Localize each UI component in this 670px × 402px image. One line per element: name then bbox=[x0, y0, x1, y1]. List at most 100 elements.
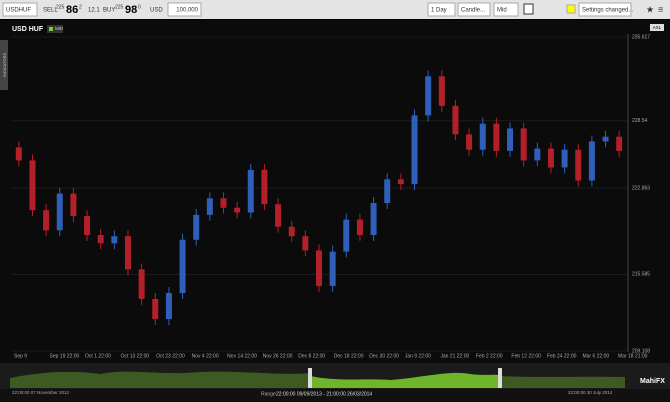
spread: 12.1 bbox=[88, 8, 100, 14]
navigator-area bbox=[10, 371, 310, 388]
x-tick-label: Jan 9 22:00 bbox=[405, 353, 431, 359]
y-tick-label: 228.54 bbox=[632, 118, 648, 124]
candle-body bbox=[70, 193, 77, 217]
x-tick-label: Jan 21 22:00 bbox=[440, 353, 469, 359]
toggle[interactable] bbox=[523, 3, 534, 15]
candle-body bbox=[193, 214, 200, 240]
candle-body bbox=[111, 236, 118, 244]
sell-pips[interactable]: 86 bbox=[66, 4, 78, 16]
candle-body bbox=[534, 148, 541, 161]
x-tick-label: Dec 30 22:00 bbox=[369, 353, 399, 359]
candle-body bbox=[152, 298, 159, 320]
currency: USD bbox=[150, 8, 163, 14]
range-handle[interactable] bbox=[308, 368, 312, 388]
x-tick-label: Mar 6 22:00 bbox=[582, 353, 609, 359]
candle-body bbox=[261, 169, 268, 205]
navigator-area bbox=[500, 376, 625, 388]
candle-body bbox=[220, 198, 227, 208]
sell-big: 225 bbox=[56, 4, 65, 10]
candle-body bbox=[234, 207, 241, 213]
x-tick-label: Feb 2 22:00 bbox=[476, 353, 503, 359]
x-tick-label: Dec 18 22:00 bbox=[334, 353, 364, 359]
x-tick-label: Sep 9 bbox=[14, 353, 27, 359]
menu-icon[interactable]: ≡ bbox=[658, 4, 663, 14]
candle-body bbox=[466, 134, 473, 150]
star-icon[interactable]: ★ bbox=[646, 4, 654, 14]
x-tick-label: Nov 4 22:00 bbox=[192, 353, 219, 359]
candle-body bbox=[452, 105, 459, 135]
candle-body bbox=[561, 149, 568, 168]
brand: MahiFX bbox=[640, 378, 665, 385]
candle-body bbox=[56, 193, 63, 231]
candle-body bbox=[124, 236, 131, 270]
nav-start: 22:00:00 07 November 2012 bbox=[12, 390, 70, 395]
x-tick-label: Mar 18 21:00 bbox=[618, 353, 648, 359]
amount-box[interactable] bbox=[167, 2, 202, 17]
x-tick-label: Nov 26 22:00 bbox=[263, 353, 293, 359]
candle-body bbox=[479, 123, 486, 150]
period: 1 Day bbox=[431, 8, 447, 14]
buy-pips[interactable]: 98 bbox=[125, 4, 137, 16]
price-box[interactable] bbox=[493, 2, 519, 17]
chart-title: USD HUF bbox=[12, 26, 44, 33]
candle-body bbox=[29, 160, 36, 211]
candle-body bbox=[425, 76, 432, 116]
candle-body bbox=[275, 204, 282, 227]
badge-dot bbox=[49, 27, 53, 31]
x-tick-label: Oct 23 22:00 bbox=[156, 353, 185, 359]
candle-body bbox=[384, 179, 391, 204]
candle-body bbox=[302, 236, 309, 251]
candle-body bbox=[588, 141, 595, 181]
buy-label: BUY bbox=[103, 8, 115, 14]
candle-body bbox=[206, 198, 213, 215]
range: 22:00:00 09/09/2013 - 21:00:00 26/03/201… bbox=[276, 391, 372, 397]
sell-label: SELL bbox=[43, 8, 58, 14]
navigator-selected bbox=[310, 372, 500, 388]
candle-body bbox=[329, 251, 336, 286]
candle-body bbox=[507, 128, 514, 151]
y-tick-label: 209.108 bbox=[632, 348, 650, 354]
symbol: USDHUF bbox=[6, 8, 31, 14]
x-tick-label: Oct 13 22:00 bbox=[121, 353, 150, 359]
candle-body bbox=[602, 136, 609, 142]
candle-body bbox=[616, 136, 623, 151]
chart-area bbox=[0, 20, 670, 363]
candle-body bbox=[43, 210, 50, 231]
candle-body bbox=[247, 169, 254, 213]
status-bar bbox=[0, 389, 670, 402]
candle-body bbox=[84, 216, 91, 236]
y-tick-label: 222.863 bbox=[632, 185, 650, 191]
chart-style: Candle... bbox=[461, 8, 485, 14]
candle-body bbox=[97, 235, 104, 244]
amount: 100,000 bbox=[176, 8, 198, 14]
candle-body bbox=[493, 123, 500, 151]
style-box[interactable] bbox=[457, 2, 491, 17]
buy-frac: 0 bbox=[138, 4, 141, 10]
side-tab[interactable] bbox=[0, 40, 8, 90]
candle-body bbox=[370, 203, 377, 236]
corner-box[interactable] bbox=[650, 24, 664, 31]
x-tick-label: Nov 14 22:00 bbox=[227, 353, 257, 359]
badge: MID bbox=[55, 26, 64, 31]
candle-body bbox=[356, 219, 363, 236]
x-tick-label: Sep 19 22:00 bbox=[50, 353, 80, 359]
symbol-box[interactable] bbox=[2, 2, 38, 17]
period-box[interactable] bbox=[427, 2, 456, 17]
candle-body bbox=[411, 115, 418, 185]
range-label: Range bbox=[261, 391, 276, 397]
settings-box[interactable] bbox=[578, 2, 632, 17]
price-type: Mid bbox=[497, 8, 507, 14]
candle-body bbox=[288, 226, 295, 237]
settings: Settings changed... bbox=[582, 8, 634, 14]
range-handle[interactable] bbox=[498, 368, 502, 388]
candle-body bbox=[575, 149, 582, 181]
buy-big: 225 bbox=[115, 4, 124, 10]
badge-box bbox=[47, 25, 63, 33]
sell-frac: 2 bbox=[79, 4, 82, 10]
candle-body bbox=[438, 76, 445, 106]
color-swatch[interactable] bbox=[566, 4, 576, 14]
y-tick-label: 215.585 bbox=[632, 272, 650, 278]
candle-body bbox=[520, 128, 527, 161]
